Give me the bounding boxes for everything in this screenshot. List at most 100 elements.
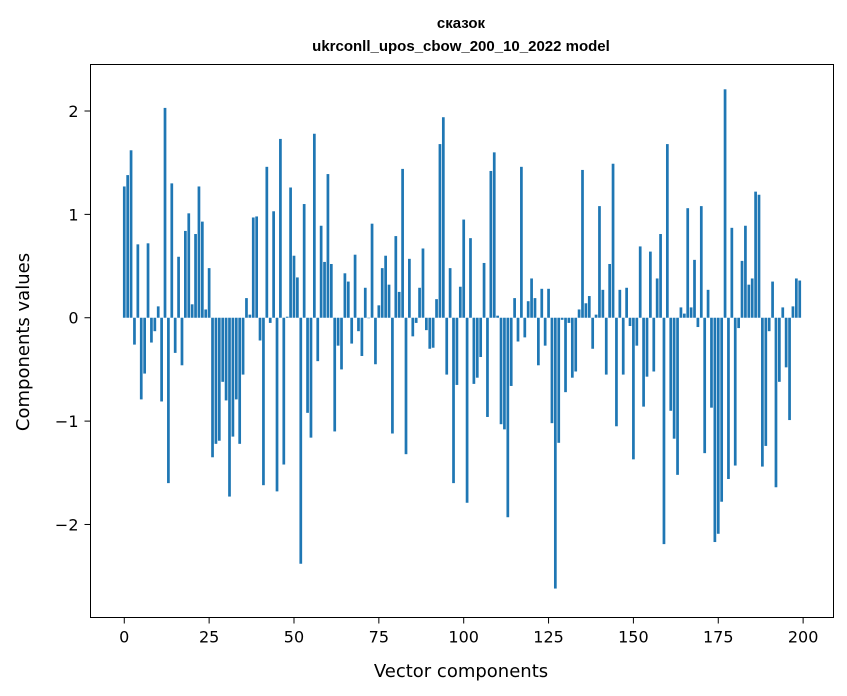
bar-162 <box>672 317 676 439</box>
bar-133 <box>574 317 578 372</box>
bar-159 <box>662 317 666 545</box>
bar-166 <box>686 208 690 318</box>
bar-129 <box>560 317 564 320</box>
x-tick-label-50: 50 <box>284 628 304 647</box>
bar-71 <box>363 287 367 318</box>
x-tick-label-150: 150 <box>618 628 649 647</box>
plot-frame <box>90 64 834 618</box>
y-axis-ticks: −2 −1 0 1 2 <box>55 102 91 534</box>
bar-183 <box>744 225 747 318</box>
bar-36 <box>245 298 248 318</box>
bar-30 <box>224 317 228 401</box>
bar-155 <box>649 251 652 318</box>
bar-21 <box>194 234 197 318</box>
bar-14 <box>170 183 174 318</box>
bar-114 <box>509 317 513 386</box>
x-tick-label-125: 125 <box>533 628 564 647</box>
bar-177 <box>723 89 727 318</box>
bar-32 <box>231 317 235 437</box>
bar-163 <box>676 317 679 475</box>
bar-68 <box>353 254 357 318</box>
bar-175 <box>716 317 720 534</box>
bar-181 <box>737 317 740 329</box>
bar-151 <box>635 317 639 346</box>
bar-35 <box>241 317 245 375</box>
bar-13 <box>167 317 170 484</box>
bar-115 <box>513 298 516 318</box>
chart-title: сказок <box>437 15 486 32</box>
x-tick-label-75: 75 <box>369 628 389 647</box>
x-tick-label-25: 25 <box>199 628 219 647</box>
bar-60 <box>326 174 330 318</box>
x-tick-label-175: 175 <box>703 628 734 647</box>
bar-128 <box>557 317 561 443</box>
bar-110 <box>496 315 499 318</box>
bar-136 <box>584 303 588 318</box>
bar-84 <box>408 258 411 318</box>
bar-49 <box>289 187 292 318</box>
bar-18 <box>184 230 187 318</box>
bar-19 <box>187 213 191 318</box>
bar-47 <box>282 317 286 465</box>
bar-10 <box>156 306 160 318</box>
bar-3 <box>133 317 136 345</box>
bar-37 <box>248 314 252 318</box>
bar-191 <box>771 281 774 318</box>
y-tick-label-1: 1 <box>68 205 78 224</box>
bar-156 <box>652 317 656 372</box>
bar-45 <box>275 317 279 492</box>
bar-176 <box>720 317 724 502</box>
bar-195 <box>784 317 788 368</box>
x-tick-label-200: 200 <box>788 628 819 647</box>
bar-41 <box>262 317 265 486</box>
bar-103 <box>472 317 476 384</box>
bar-92 <box>435 299 438 318</box>
bar-69 <box>357 317 360 332</box>
bar-140 <box>598 206 601 318</box>
y-tick-label--2: −2 <box>55 515 79 534</box>
bar-125 <box>547 288 550 318</box>
bar-48 <box>285 316 289 318</box>
bar-144 <box>611 163 615 318</box>
bar-23 <box>200 221 204 318</box>
bar-179 <box>730 227 734 318</box>
bar-63 <box>336 317 340 346</box>
bar-12 <box>163 107 167 318</box>
bar-2 <box>129 150 133 318</box>
bar-96 <box>448 268 452 318</box>
bar-89 <box>425 317 428 331</box>
bar-172 <box>706 289 710 318</box>
bar-78 <box>387 284 391 318</box>
bar-39 <box>255 216 259 318</box>
bar-67 <box>350 317 354 344</box>
bar-171 <box>703 317 707 454</box>
bar-160 <box>665 144 669 318</box>
y-tick-label-2: 2 <box>68 102 78 121</box>
bar-52 <box>299 317 303 564</box>
bar-58 <box>319 225 323 318</box>
bar-72 <box>367 317 371 319</box>
bar-40 <box>258 317 262 341</box>
bar-119 <box>526 301 530 318</box>
bar-167 <box>689 307 693 318</box>
x-axis-ticks: 0 25 50 75 100 125 150 175 200 <box>119 617 819 647</box>
bar-59 <box>323 261 326 318</box>
bar-53 <box>302 204 306 318</box>
bar-196 <box>788 317 791 421</box>
bar-147 <box>621 317 625 375</box>
bar-170 <box>699 206 703 318</box>
bar-127 <box>553 317 557 589</box>
bar-88 <box>421 248 425 318</box>
bar-1 <box>126 175 130 318</box>
bar-131 <box>567 317 571 323</box>
bar-104 <box>475 317 479 378</box>
bar-153 <box>642 317 645 407</box>
bar-111 <box>499 317 503 425</box>
bar-139 <box>594 314 598 318</box>
bar-132 <box>570 317 574 378</box>
bar-55 <box>309 317 313 438</box>
bar-182 <box>740 260 744 318</box>
bar-118 <box>523 317 527 338</box>
bar-122 <box>537 317 540 366</box>
